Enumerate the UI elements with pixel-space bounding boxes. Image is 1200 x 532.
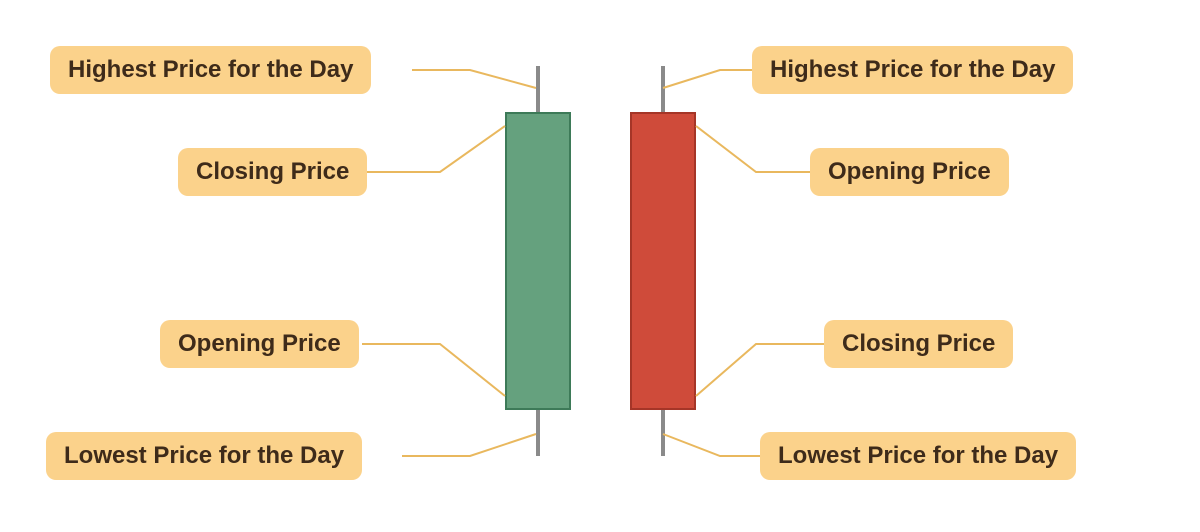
label-bearish-open: Opening Price bbox=[810, 148, 1009, 196]
label-bullish-close: Closing Price bbox=[178, 148, 367, 196]
label-bearish-low: Lowest Price for the Day bbox=[760, 432, 1076, 480]
bullish-lower-wick bbox=[536, 410, 540, 456]
label-bearish-close: Closing Price bbox=[824, 320, 1013, 368]
bearish-candle-body bbox=[630, 112, 696, 410]
label-bullish-low: Lowest Price for the Day bbox=[46, 432, 362, 480]
bearish-lower-wick bbox=[661, 410, 665, 456]
bullish-upper-wick bbox=[536, 66, 540, 112]
label-bullish-open: Opening Price bbox=[160, 320, 359, 368]
label-bearish-high: Highest Price for the Day bbox=[752, 46, 1073, 94]
bearish-upper-wick bbox=[661, 66, 665, 112]
bullish-candle-body bbox=[505, 112, 571, 410]
label-bullish-high: Highest Price for the Day bbox=[50, 46, 371, 94]
